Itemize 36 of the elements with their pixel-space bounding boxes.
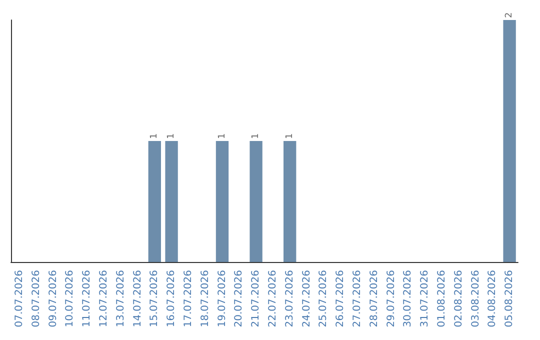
x-tick-label: 19.07.2026 <box>216 270 228 328</box>
x-tick-label: 22.07.2026 <box>267 270 278 328</box>
x-tick-label: 09.07.2026 <box>48 270 59 328</box>
data-label: 1 <box>251 133 262 139</box>
x-tick-label: 31.07.2026 <box>420 270 431 328</box>
x-tick-label: 23.07.2026 <box>284 270 296 328</box>
x-tick-label: 15.07.2026 <box>149 270 160 328</box>
x-tick-label: 12.07.2026 <box>98 270 110 328</box>
data-label: 2 <box>504 12 515 18</box>
x-tick-label: 05.08.2026 <box>504 270 516 328</box>
x-tick-label: 03.08.2026 <box>470 270 482 328</box>
x-tick-label: 24.07.2026 <box>301 270 312 328</box>
x-tick-label: 16.07.2026 <box>166 270 178 328</box>
x-tick-label: 18.07.2026 <box>200 270 211 328</box>
x-tick-label: 07.07.2026 <box>14 270 25 328</box>
data-label: 1 <box>217 133 228 139</box>
x-tick-label: 27.07.2026 <box>352 270 363 328</box>
x-tick-label: 01.08.2026 <box>436 270 448 328</box>
x-tick-label: 02.08.2026 <box>453 270 464 328</box>
data-label: 1 <box>166 133 177 139</box>
x-tick-label: 21.07.2026 <box>250 270 262 328</box>
x-tick-label: 30.07.2026 <box>402 270 414 328</box>
x-tick-label: 14.07.2026 <box>132 270 144 328</box>
x-tick-label: 17.07.2026 <box>182 270 194 328</box>
x-tick-label: 26.07.2026 <box>335 270 346 328</box>
x-tick-label: 25.07.2026 <box>318 270 330 328</box>
x-tick-label: 28.07.2026 <box>368 270 380 328</box>
x-tick-label: 20.07.2026 <box>234 270 245 328</box>
data-label: 1 <box>284 133 295 139</box>
x-tick-label: 04.08.2026 <box>487 270 498 328</box>
x-tick-label: 13.07.2026 <box>115 270 126 328</box>
x-tick-label: 10.07.2026 <box>64 270 76 328</box>
x-tick-label: 29.07.2026 <box>386 270 397 328</box>
x-tick-label: 08.07.2026 <box>30 270 42 328</box>
x-tick-label: 11.07.2026 <box>82 270 93 328</box>
data-label: 1 <box>150 133 160 139</box>
